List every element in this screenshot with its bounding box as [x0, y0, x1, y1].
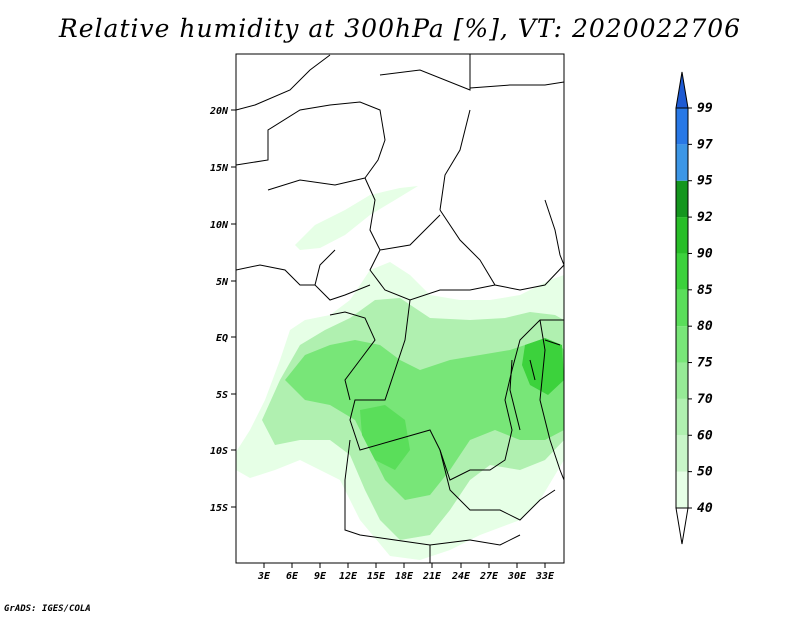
east-border [469, 81, 564, 266]
country-borders [236, 54, 564, 563]
lat-tick-label: 10S [210, 446, 228, 457]
humidity-85-patch-2 [360, 405, 410, 470]
lon-tick-label: 6E [286, 571, 299, 582]
lat-tick-label: 15S [210, 503, 228, 514]
lon-tick-label: 3E [257, 571, 271, 582]
lat-tick-label: 5S [216, 390, 228, 401]
south-border [429, 534, 521, 563]
colorbar-label: 99 [697, 101, 713, 116]
humidity-75-region [285, 340, 564, 500]
lat-tick-label: 10N [210, 220, 229, 231]
colorbar-segment [676, 435, 688, 472]
lat-axis: 20N 15N 10N 5N EQ 5S 10S 15S [209, 106, 236, 514]
tanzania-border [539, 319, 564, 481]
lon-tick-label: 15E [367, 571, 386, 582]
humidity-40-north [295, 186, 418, 250]
colorbar-segment [676, 108, 688, 145]
colorbar-label: 75 [697, 356, 713, 371]
chart-title: Relative humidity at 300hPa [%], VT: 202… [58, 14, 742, 43]
colorbar-segment [676, 289, 688, 327]
humidity-shading [236, 186, 564, 560]
colorbar-label: 90 [697, 246, 713, 261]
colorbar-segment [676, 326, 688, 363]
lat-tick-label: 5N [216, 277, 229, 288]
east-lakes [509, 339, 561, 431]
zambia-border [439, 449, 556, 521]
colorbar-label: 80 [697, 319, 713, 334]
colorbar-label: 60 [697, 428, 713, 443]
colorbar-label: 50 [697, 465, 713, 480]
colorbar-label: 70 [697, 392, 713, 407]
colorbar-segment [676, 362, 688, 399]
colorbar-segment [676, 398, 688, 436]
northern-border-3 [379, 54, 471, 91]
lon-tick-label: 33E [535, 571, 555, 582]
lat-tick-label: 20N [209, 106, 229, 117]
lon-tick-label: 9E [314, 571, 327, 582]
colorbar-label: 40 [697, 501, 713, 516]
colorbar-under-triangle [675, 507, 689, 545]
lat-tick-label: 15N [210, 163, 229, 174]
lon-tick-label: 12E [339, 571, 358, 582]
lon-tick-label: 18E [395, 571, 414, 582]
colorbar-segment [676, 180, 688, 218]
colorbar-segment [676, 217, 688, 254]
colorbar-label: 95 [697, 174, 713, 189]
colorbar-label: 85 [697, 283, 713, 298]
chad-border [364, 177, 441, 251]
colorbar-segment [676, 253, 688, 290]
lon-tick-label: 30E [507, 571, 527, 582]
sudan-border [439, 209, 564, 291]
lon-tick-label: 24E [451, 571, 471, 582]
colorbar: 40 50 60 70 75 80 85 90 92 95 97 99 [675, 71, 713, 545]
colorbar-over-triangle [675, 71, 689, 109]
colorbar-label: 97 [697, 137, 713, 152]
credit-label: GrADS: IGES/COLA [4, 604, 91, 614]
lon-tick-label: 21E [422, 571, 442, 582]
lat-tick-label: EQ [216, 333, 228, 344]
lon-tick-label: 27E [479, 571, 499, 582]
northern-border-1 [236, 54, 331, 111]
colorbar-outline [675, 107, 689, 509]
colorbar-label: 92 [697, 210, 713, 225]
northern-border-4 [439, 109, 471, 211]
plot-frame [235, 53, 565, 564]
colorbar-segment [676, 471, 688, 508]
niger-nigeria-border [267, 177, 366, 191]
northern-border-2 [236, 101, 386, 179]
west-coast [236, 264, 315, 286]
lon-axis: 3E 6E 9E 12E 15E 18E 21E 24E 27E 30E 33E [257, 563, 555, 582]
gabon-congo [329, 311, 376, 401]
colorbar-segment [676, 144, 688, 181]
cameroon-border [314, 249, 371, 301]
